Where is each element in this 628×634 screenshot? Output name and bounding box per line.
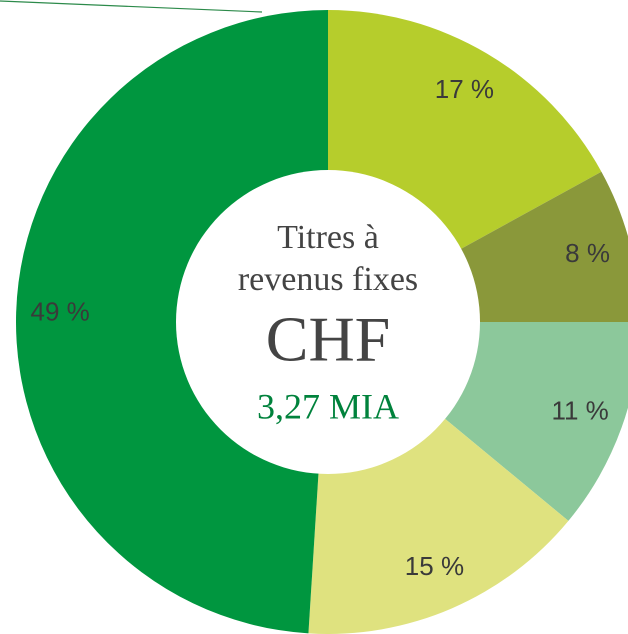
decor-line bbox=[0, 0, 263, 13]
donut-hole bbox=[176, 170, 480, 474]
currency: CHF bbox=[266, 304, 391, 375]
center-title: Titres à bbox=[277, 219, 379, 256]
value-label: 11 % bbox=[551, 396, 608, 426]
total: 3,27 MIA bbox=[257, 386, 399, 426]
value-label: 17 % bbox=[435, 74, 494, 104]
center-title: revenus fixes bbox=[238, 261, 418, 298]
value-label: 8 % bbox=[565, 238, 610, 268]
value-label: 49 % bbox=[30, 296, 89, 326]
value-label: 15 % bbox=[405, 551, 464, 581]
slice bbox=[16, 10, 329, 634]
